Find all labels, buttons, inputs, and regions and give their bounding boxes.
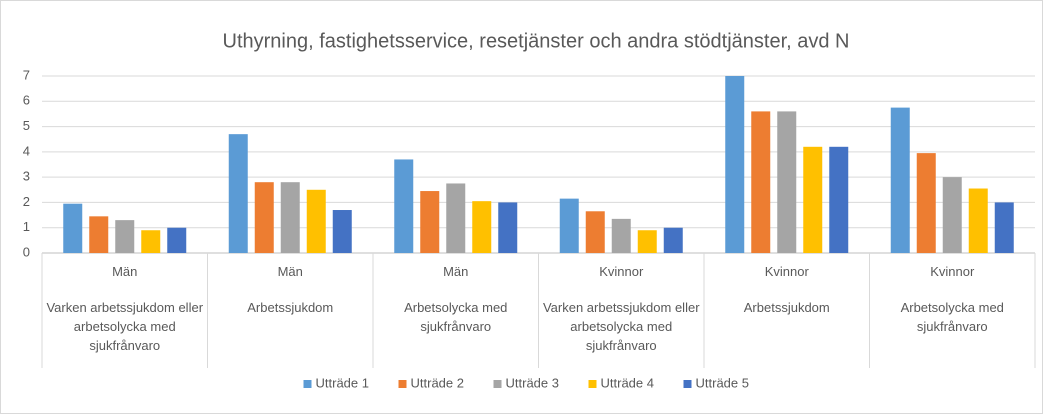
legend-swatch <box>398 380 407 388</box>
legend-swatch <box>588 380 597 388</box>
subcategory-label: Arbetsolycka med sjukfrånvaro <box>900 300 1004 334</box>
bar <box>725 76 745 253</box>
bar <box>89 216 109 253</box>
bar <box>472 201 492 253</box>
bar <box>498 202 518 253</box>
category-label: Män <box>443 264 469 279</box>
bar <box>167 227 187 253</box>
y-tick-label: 3 <box>23 169 30 184</box>
category-label: Kvinnor <box>599 264 644 279</box>
bar <box>994 202 1014 253</box>
bar <box>115 220 135 253</box>
bar <box>942 177 962 253</box>
bar <box>254 182 274 253</box>
subcategory-label: Arbetssjukdom <box>743 300 830 315</box>
bar <box>306 189 326 253</box>
bar <box>394 159 414 253</box>
y-tick-label: 0 <box>23 244 30 259</box>
category-label: Män <box>277 264 303 279</box>
bar <box>332 210 352 253</box>
legend-swatch <box>493 380 502 388</box>
bar <box>916 153 936 253</box>
legend-label: Utträde 3 <box>506 375 559 390</box>
bar <box>141 230 161 253</box>
category-label: Kvinnor <box>930 264 975 279</box>
y-tick-label: 5 <box>23 118 30 133</box>
subcategory-label: Arbetsolycka med sjukfrånvaro <box>404 300 508 334</box>
bar <box>829 146 849 253</box>
chart-title: Uthyrning, fastighetsservice, resetjänst… <box>223 30 850 52</box>
bar <box>777 111 797 254</box>
subcategory-label: Varken arbetssjukdom eller arbetsolycka … <box>46 300 204 353</box>
bar <box>663 227 683 253</box>
legend-swatch <box>303 380 312 388</box>
legend-label: Utträde 2 <box>411 375 464 390</box>
legend-label: Utträde 1 <box>316 375 369 390</box>
bar <box>280 182 300 253</box>
y-tick-label: 1 <box>23 219 30 234</box>
category-label: Kvinnor <box>764 264 809 279</box>
bar <box>637 230 657 253</box>
bar <box>420 191 440 253</box>
category-label: Män <box>112 264 138 279</box>
bar <box>559 198 579 253</box>
bar <box>63 203 83 253</box>
bar <box>585 211 605 253</box>
bar <box>751 111 771 254</box>
legend-label: Utträde 5 <box>696 375 749 390</box>
bar <box>228 134 248 253</box>
bar <box>803 146 823 253</box>
subcategory-label: Varken arbetssjukdom eller arbetsolycka … <box>542 300 700 353</box>
bar <box>611 218 631 253</box>
y-tick-label: 4 <box>23 143 30 158</box>
bar <box>446 183 466 253</box>
y-tick-label: 2 <box>23 194 30 209</box>
y-tick-label: 6 <box>23 93 30 108</box>
subcategory-label: Arbetssjukdom <box>247 300 334 315</box>
bar <box>890 107 910 253</box>
y-tick-label: 7 <box>23 67 30 82</box>
legend-label: Utträde 4 <box>601 375 654 390</box>
legend-swatch <box>683 380 692 388</box>
bar <box>968 188 988 253</box>
